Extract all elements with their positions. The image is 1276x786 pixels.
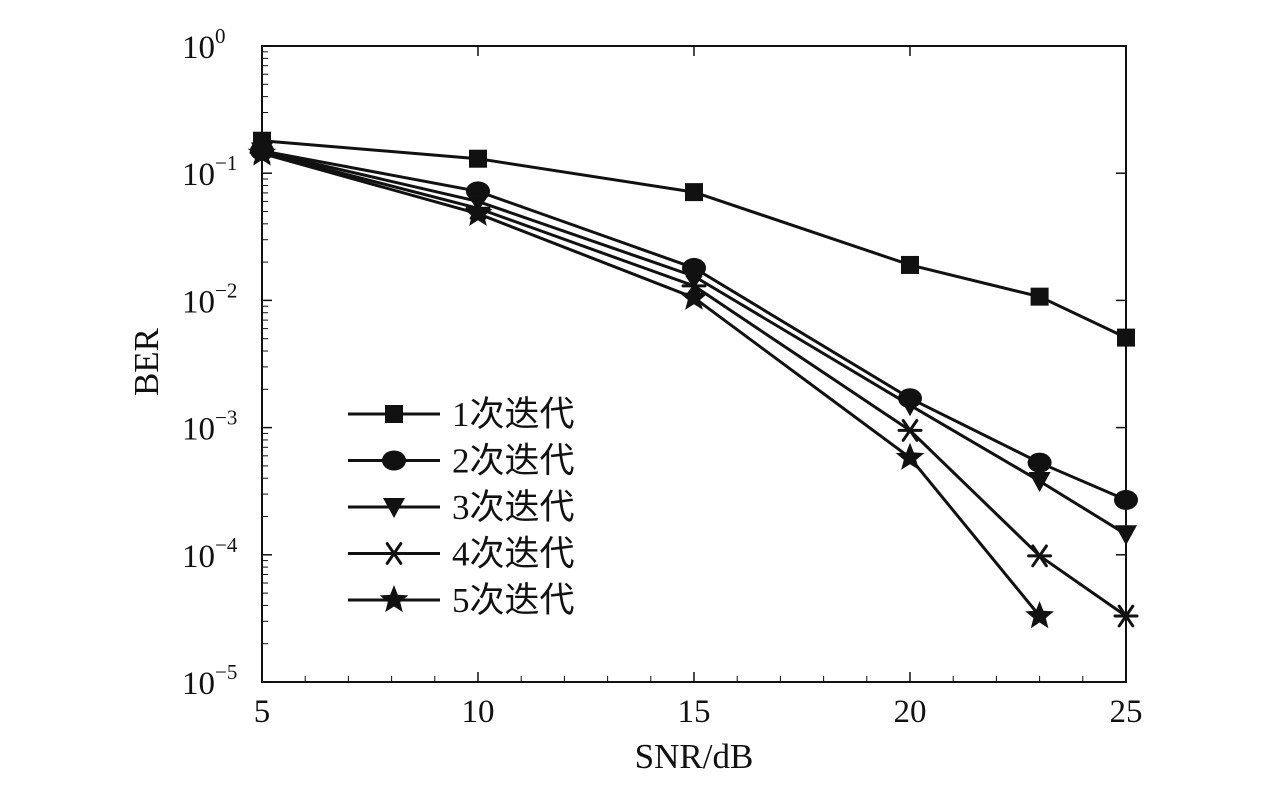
y-tick-label: 10−3 [182, 406, 237, 448]
data-point [469, 149, 487, 168]
y-tick-label: 10−5 [182, 660, 237, 702]
legend-label: 1次迭代 [452, 395, 575, 434]
legend-item: 3次迭代 [348, 488, 575, 527]
y-axis-title: BER [127, 327, 166, 396]
x-tick-label: 15 [678, 694, 711, 730]
x-tick-label: 10 [462, 694, 495, 730]
data-point [1028, 472, 1051, 493]
data-point [1030, 287, 1049, 306]
legend-label: 5次迭代 [452, 581, 575, 620]
plot-frame [261, 45, 1127, 683]
series-line [261, 139, 1127, 339]
legend-label: 2次迭代 [452, 442, 575, 481]
y-tick-label: 10−1 [182, 151, 237, 193]
legend-item: 5次迭代 [348, 581, 575, 620]
series-1 [253, 131, 1135, 347]
legend-label: 3次迭代 [452, 488, 575, 527]
legend-marker [379, 585, 409, 613]
data-point [683, 267, 705, 288]
y-tick-label: 100 [182, 24, 226, 66]
data-point [897, 419, 923, 442]
legend-marker [381, 542, 407, 565]
data-point [901, 255, 919, 274]
x-tick-label: 20 [894, 694, 927, 730]
legend-item: 1次迭代 [348, 395, 575, 434]
series-line [261, 151, 1041, 617]
axis-layer: 5 10 15 20 25 100 10−1 10−2 10−3 10−4 10−5 [182, 24, 1143, 730]
legend: 1次迭代 2次迭代 3次迭代 4次迭代 5次迭代 [348, 395, 575, 620]
legend-marker [385, 405, 403, 423]
y-tick-label: 10−4 [182, 533, 238, 575]
legend-label: 4次迭代 [452, 535, 575, 574]
data-point [899, 396, 921, 417]
data-point [685, 183, 703, 202]
series-line [261, 151, 1127, 618]
data-point [895, 442, 925, 470]
x-axis-title: SNR/dB [635, 737, 754, 776]
series-layer [247, 131, 1139, 629]
x-tick-label: 25 [1110, 694, 1143, 730]
legend-marker [382, 450, 406, 471]
series-line [261, 150, 1127, 536]
x-tick-label: 5 [254, 694, 271, 730]
y-tick-label: 10−2 [182, 278, 237, 320]
legend-marker [383, 498, 405, 518]
data-point [679, 282, 709, 310]
legend-item: 2次迭代 [348, 442, 575, 481]
legend-item: 4次迭代 [348, 535, 575, 574]
data-point [463, 198, 493, 226]
data-point [1027, 544, 1053, 568]
data-point [1025, 601, 1054, 629]
series-line [261, 149, 1127, 502]
data-point [1027, 452, 1052, 473]
series-3 [251, 142, 1137, 546]
